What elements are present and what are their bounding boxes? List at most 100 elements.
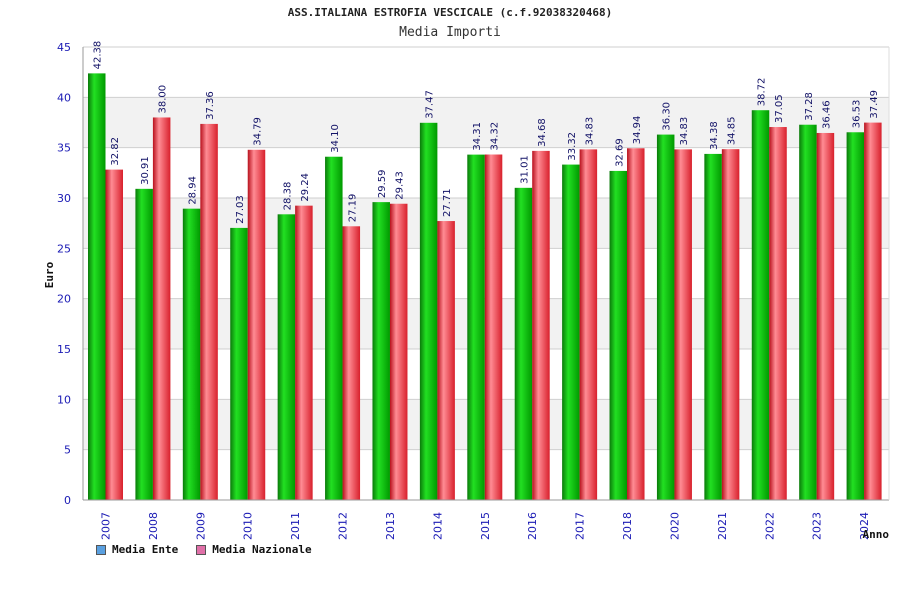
data-label: 36.53 — [851, 100, 862, 129]
legend-label-ente: Media Ente — [112, 543, 179, 556]
x-tick-label: 2020 — [668, 512, 681, 540]
bar-media-nazionale — [105, 169, 123, 500]
x-tick-label: 2015 — [479, 512, 492, 540]
bar-media-ente — [514, 187, 533, 500]
data-label: 32.82 — [110, 137, 121, 166]
x-tick-label: 2010 — [242, 512, 255, 540]
chart-subtitle: Media Importi — [399, 25, 501, 40]
x-tick-label: 2021 — [716, 512, 729, 540]
x-axis-label: Anno — [863, 528, 890, 541]
bar-media-nazionale — [295, 205, 313, 500]
legend-swatch-ente — [96, 544, 106, 555]
data-label: 28.94 — [188, 176, 199, 205]
data-label: 28.38 — [282, 182, 293, 211]
bar-media-nazionale — [627, 148, 645, 500]
bar-media-ente — [372, 202, 390, 501]
x-tick-label: 2017 — [574, 512, 587, 540]
data-label: 42.38 — [93, 41, 104, 70]
y-tick-label: 35 — [57, 142, 71, 155]
x-tick-label: 2024 — [858, 512, 871, 540]
data-label: 29.43 — [395, 171, 406, 200]
bar-media-ente — [846, 132, 865, 501]
bar-media-nazionale — [864, 122, 882, 500]
x-tick-labels: 2007 2008 2009 2010 2011 2012 2013 2014 2015 2016… — [100, 512, 872, 540]
bar-media-nazionale — [816, 132, 835, 500]
data-label: 27.19 — [347, 194, 358, 223]
y-tick-label: 5 — [64, 444, 71, 457]
x-tick-label: 2016 — [526, 512, 539, 540]
legend-item-ente: Media Ente — [96, 543, 178, 556]
y-tick-label: 45 — [57, 41, 71, 54]
bars — [88, 73, 882, 501]
y-tick-labels: 0 5 10 15 20 25 30 35 40 45 — [57, 41, 71, 507]
bar-media-nazionale — [389, 203, 408, 500]
data-label: 34.94 — [632, 116, 643, 145]
data-label: 38.72 — [757, 78, 768, 107]
x-tick-label: 2007 — [100, 512, 113, 540]
bar-media-ente — [277, 214, 296, 501]
x-tick-label: 2023 — [811, 512, 824, 540]
bar-media-nazionale — [247, 149, 266, 500]
bar-media-nazionale — [579, 149, 598, 501]
bar-media-ente — [751, 110, 770, 501]
data-label: 29.59 — [377, 169, 388, 198]
y-tick-label: 0 — [64, 494, 71, 507]
x-tick-label: 2018 — [621, 512, 634, 540]
chart-title: ASS.ITALIANA ESTROFIA VESCICALE (c.f.920… — [287, 6, 613, 19]
bar-media-ente — [230, 227, 248, 500]
data-label: 34.38 — [709, 121, 720, 150]
bar-media-ente — [656, 134, 675, 500]
x-tick-label: 2012 — [337, 512, 350, 540]
data-label: 34.83 — [679, 117, 690, 146]
bar-media-nazionale — [721, 149, 740, 500]
data-label: 38.00 — [158, 85, 169, 114]
bar-media-nazionale — [200, 123, 218, 500]
data-label: 36.30 — [662, 102, 673, 131]
legend-swatch-nazionale — [196, 544, 207, 555]
data-label: 30.91 — [140, 156, 151, 185]
x-tick-label: 2022 — [763, 512, 776, 540]
data-label: 34.79 — [252, 117, 263, 146]
x-tick-label: 2009 — [194, 512, 207, 540]
data-label: 34.32 — [490, 122, 501, 151]
y-tick-label: 15 — [57, 343, 71, 356]
y-tick-label: 25 — [57, 242, 71, 255]
bar-media-ente — [562, 164, 580, 500]
bar-media-ente — [419, 122, 438, 500]
bar-media-ente — [325, 156, 343, 500]
x-tick-label: 2013 — [384, 512, 397, 540]
data-label: 29.24 — [300, 173, 311, 202]
data-label: 31.01 — [519, 155, 530, 184]
y-tick-label: 30 — [57, 192, 71, 205]
data-label: 27.71 — [442, 188, 453, 217]
x-tick-label: 2008 — [147, 512, 160, 540]
legend-item-nazionale: Media Nazionale — [196, 543, 312, 556]
data-label: 34.85 — [727, 117, 738, 146]
data-label: 37.49 — [869, 90, 880, 119]
bar-media-nazionale — [532, 150, 550, 500]
legend: Media Ente Media Nazionale — [96, 543, 312, 556]
data-label: 34.83 — [584, 117, 595, 146]
bar-media-ente — [609, 170, 628, 501]
bar-media-nazionale — [769, 127, 787, 500]
bar-media-ente — [182, 208, 201, 501]
y-tick-label: 10 — [57, 393, 71, 406]
data-label: 32.69 — [614, 138, 625, 167]
data-label: 34.68 — [537, 118, 548, 147]
bar-media-ente — [467, 154, 485, 500]
bar-media-nazionale — [674, 149, 692, 501]
y-tick-label: 20 — [57, 293, 71, 306]
bar-media-nazionale — [342, 226, 361, 500]
data-label: 33.32 — [567, 132, 578, 161]
axes — [82, 47, 890, 501]
bar-media-nazionale — [152, 117, 171, 500]
data-label: 37.47 — [425, 90, 436, 119]
bar-media-ente — [135, 188, 153, 500]
data-label: 27.03 — [235, 195, 246, 224]
y-tick-label: 40 — [57, 91, 71, 104]
data-label: 34.31 — [472, 122, 483, 151]
data-label: 34.10 — [330, 124, 341, 153]
bar-media-ente — [88, 73, 106, 500]
x-tick-label: 2011 — [289, 512, 302, 540]
